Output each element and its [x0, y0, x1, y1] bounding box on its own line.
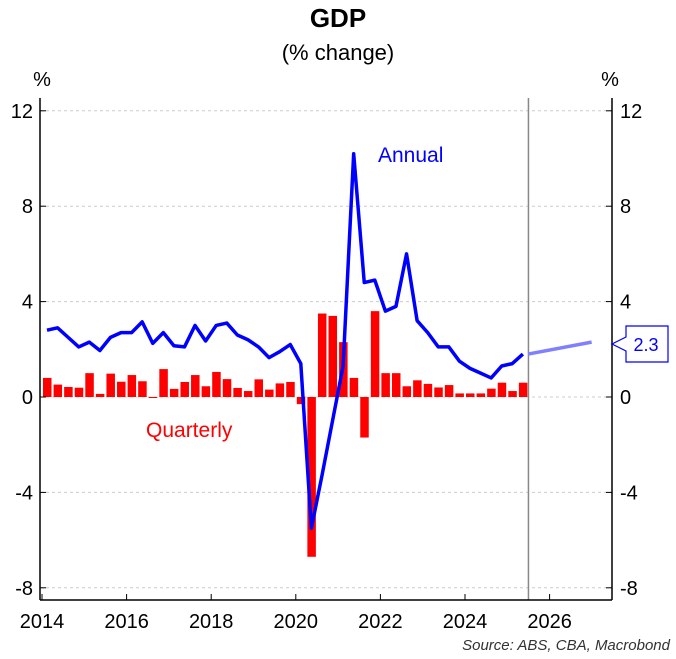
quarterly-bar	[222, 379, 232, 397]
quarterly-bar	[265, 389, 274, 397]
quarterly-bar	[138, 381, 147, 397]
quarterly-bar	[455, 393, 464, 397]
quarterly-bar	[180, 381, 189, 397]
quarterly-bar	[212, 371, 221, 397]
quarterly-bar	[275, 383, 285, 397]
quarterly-bar	[413, 380, 422, 397]
last-value-callout: 2.3	[610, 325, 669, 363]
quarterly-bar	[53, 384, 63, 397]
x-tick-label: 2018	[189, 611, 234, 633]
annual-label: Annual	[378, 144, 443, 167]
quarterly-bar	[117, 381, 126, 397]
quarterly-bar	[497, 382, 507, 397]
quarterly-bar	[74, 387, 84, 397]
quarterly-bar	[518, 382, 528, 397]
quarterly-bar	[402, 386, 412, 397]
quarterly-bar	[317, 313, 327, 397]
quarterly-bar	[296, 397, 306, 405]
quarterly-bar	[381, 373, 390, 397]
quarterly-bar	[169, 388, 179, 397]
quarterly-bar	[423, 383, 433, 397]
quarterly-bar	[254, 379, 263, 397]
x-tick-label: 2014	[20, 611, 65, 633]
quarterly-bar	[286, 381, 295, 397]
quarterly-bar	[307, 397, 316, 557]
x-tick-label: 2022	[358, 611, 403, 633]
x-tick-label: 2020	[274, 611, 319, 633]
y-tick-label-left: -8	[15, 578, 33, 600]
y-tick-label-right: 12	[620, 101, 642, 123]
y-tick-label-right: -8	[620, 578, 638, 600]
quarterly-bar	[243, 391, 253, 397]
quarterly-bar	[444, 385, 454, 397]
quarterly-bar	[434, 387, 443, 397]
quarterly-bar	[487, 388, 496, 397]
quarterly-bar	[349, 377, 359, 397]
y-tick-label-left: -4	[15, 482, 33, 504]
quarterly-bar	[391, 373, 401, 397]
quarterly-label: Quarterly	[146, 419, 233, 442]
x-tick-label: 2026	[527, 611, 572, 633]
y-axis-right-label: %	[601, 69, 619, 91]
quarterly-bar	[191, 375, 200, 397]
quarterly-bar	[85, 373, 94, 397]
x-tick-label: 2016	[104, 611, 149, 633]
quarterly-bar	[64, 386, 73, 397]
quarterly-bar	[159, 369, 168, 397]
quarterly-bar	[127, 375, 137, 397]
y-tick-label-right: 8	[620, 196, 631, 218]
annual-forecast-line	[527, 340, 592, 356]
quarterly-bar	[95, 393, 105, 397]
annual-line	[46, 151, 525, 530]
last-value: 2.3	[633, 335, 658, 355]
quarterly-bar	[201, 386, 211, 397]
y-tick-label-right: 0	[620, 387, 631, 409]
quarterly-bar	[360, 397, 369, 438]
y-tick-label-left: 0	[22, 387, 33, 409]
quarterly-bar	[328, 315, 338, 397]
y-axis-left-label: %	[33, 69, 51, 91]
quarterly-bar	[233, 387, 242, 397]
y-tick-label-left: 4	[22, 292, 33, 314]
quarterly-bar	[466, 393, 475, 397]
y-tick-label-right: -4	[620, 482, 638, 504]
callout-box	[610, 325, 669, 363]
quarterly-bar	[148, 397, 158, 398]
source-note: Source: ABS, CBA, Macrobond	[462, 637, 671, 654]
x-tick-label: 2024	[443, 611, 488, 633]
quarterly-bar	[106, 373, 115, 397]
y-tick-label-left: 12	[11, 101, 33, 123]
quarterly-bar	[43, 377, 52, 397]
quarterly-bar	[508, 391, 517, 397]
chart-title: GDP	[310, 3, 366, 33]
chart-subtitle: (% change)	[282, 40, 395, 65]
quarterly-bar	[370, 311, 380, 397]
y-tick-label-left: 8	[22, 196, 33, 218]
y-tick-label-right: 4	[620, 292, 631, 314]
quarterly-bar	[476, 393, 486, 397]
